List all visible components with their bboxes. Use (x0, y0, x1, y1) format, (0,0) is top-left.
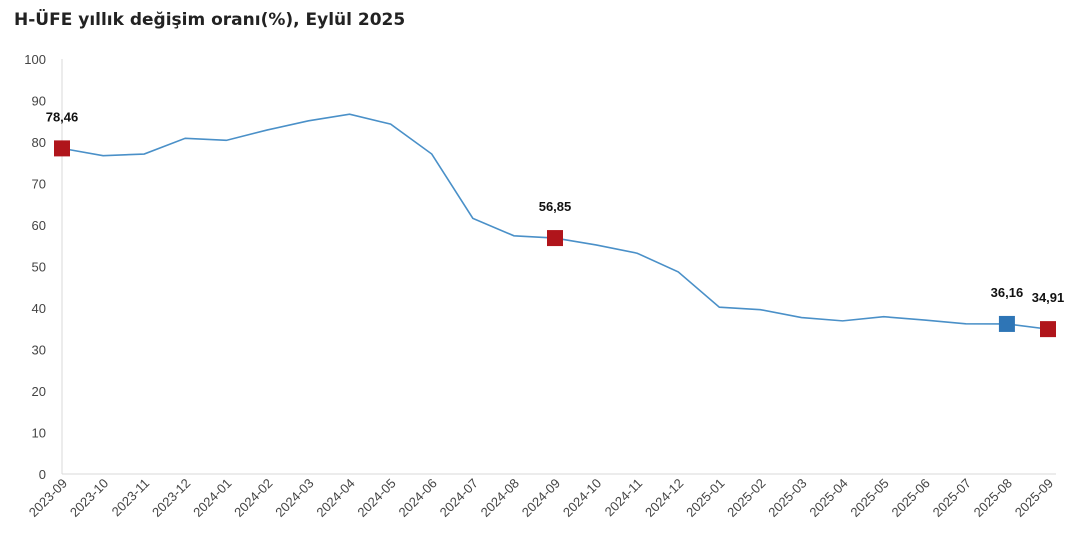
series-line (61, 113, 1049, 330)
y-tick-label: 30 (32, 343, 46, 358)
data-label: 78,46 (46, 109, 79, 124)
x-tick-label: 2025-05 (847, 476, 891, 520)
x-tick-label: 2023-12 (149, 476, 193, 520)
x-tick-label: 2024-11 (602, 476, 646, 520)
y-tick-label: 70 (32, 177, 46, 192)
data-point-marker (547, 230, 563, 247)
x-tick-label: 2023-10 (67, 476, 111, 520)
x-tick-label: 2023-11 (109, 476, 153, 520)
chart-title: H-ÜFE yıllık değişim oranı(%), Eylül 202… (14, 10, 406, 30)
x-tick-label: 2023-09 (26, 476, 70, 520)
y-tick-label: 80 (32, 135, 46, 150)
x-tick-label: 2025-09 (1012, 476, 1056, 520)
x-tick-label: 2024-04 (313, 476, 357, 520)
x-tick-label: 2024-07 (437, 476, 481, 520)
data-point-marker (998, 315, 1015, 332)
x-tick-label: 2024-12 (642, 476, 686, 520)
x-tick-label: 2024-01 (190, 476, 234, 520)
x-tick-label: 2025-08 (971, 476, 1015, 520)
y-tick-label: 100 (24, 52, 46, 67)
y-tick-label: 40 (32, 301, 46, 316)
x-tick-label: 2024-02 (231, 476, 275, 520)
y-tick-label: 90 (32, 94, 46, 109)
y-tick-label: 10 (32, 426, 46, 441)
y-tick-label: 60 (32, 218, 46, 233)
x-tick-label: 2025-07 (930, 476, 974, 520)
data-label: 36,16 (991, 285, 1024, 300)
y-tick-label: 0 (39, 467, 46, 482)
x-tick-label: 2024-09 (519, 476, 563, 520)
data-label: 56,85 (539, 199, 572, 214)
x-tick-label: 2025-02 (724, 476, 768, 520)
x-tick-label: 2024-06 (396, 476, 440, 520)
x-tick-label: 2024-05 (354, 476, 398, 520)
x-tick-label: 2024-08 (478, 476, 522, 520)
data-point-marker (1040, 321, 1056, 338)
x-tick-label: 2025-04 (806, 476, 850, 520)
x-tick-label: 2025-03 (765, 476, 809, 520)
y-tick-label: 50 (32, 260, 46, 275)
x-tick-label: 2024-03 (272, 476, 316, 520)
x-tick-label: 2024-10 (560, 476, 604, 520)
x-tick-label: 2025-01 (683, 476, 727, 520)
y-tick-label: 20 (32, 384, 46, 399)
data-point-marker (54, 140, 70, 157)
x-tick-label: 2025-06 (889, 476, 933, 520)
data-label: 34,91 (1032, 290, 1065, 305)
